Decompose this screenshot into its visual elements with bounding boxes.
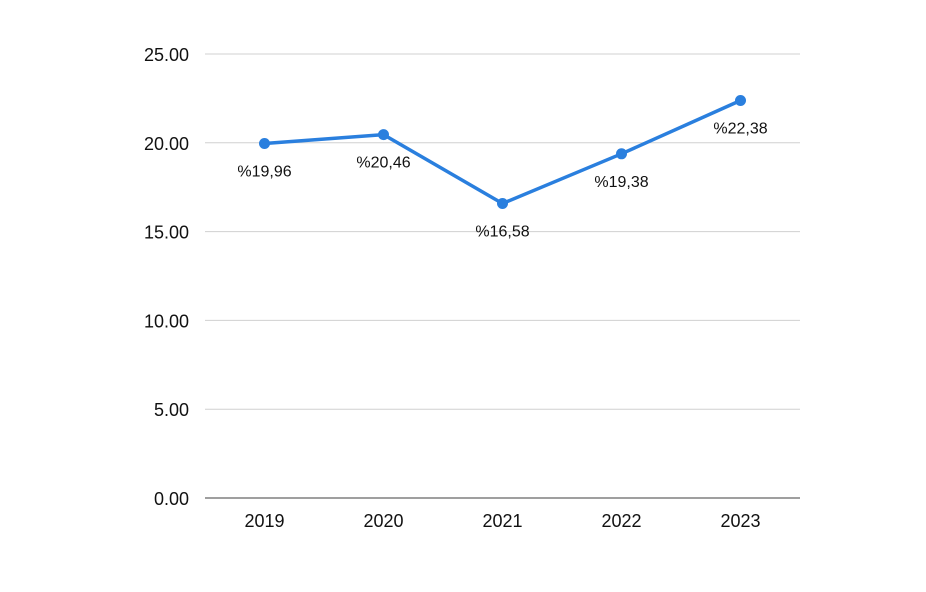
data-label: %19,96 <box>237 164 291 181</box>
y-tick-label: 20.00 <box>144 134 189 154</box>
x-tick-label: 2022 <box>601 511 641 531</box>
data-label: %19,38 <box>594 174 648 191</box>
data-labels: %19,96 %20,46 %16,58 %19,38 %22,38 <box>237 121 767 241</box>
series-line-layer <box>259 95 746 210</box>
y-tick-label: 5.00 <box>154 400 189 420</box>
data-point <box>616 148 627 160</box>
data-label: %22,38 <box>713 121 767 138</box>
data-point <box>735 95 746 107</box>
x-tick-label: 2019 <box>244 511 284 531</box>
y-tick-label: 10.00 <box>144 311 189 331</box>
gridlines <box>205 53 800 499</box>
series-line <box>262 98 743 206</box>
y-tick-label: 15.00 <box>144 223 189 243</box>
x-tick-label: 2023 <box>720 511 760 531</box>
data-point <box>497 198 508 210</box>
x-axis-ticks: 2019 2020 2021 2022 2023 <box>244 511 760 531</box>
data-label: %20,46 <box>356 155 410 172</box>
data-point <box>259 138 270 150</box>
x-tick-label: 2020 <box>363 511 403 531</box>
x-tick-label: 2021 <box>482 511 522 531</box>
y-axis-ticks: 0.00 5.00 10.00 15.00 20.00 25.00 <box>144 45 189 509</box>
y-tick-label: 0.00 <box>154 489 189 509</box>
data-label: %16,58 <box>475 224 529 241</box>
data-point <box>378 129 389 141</box>
y-tick-label: 25.00 <box>144 45 189 65</box>
